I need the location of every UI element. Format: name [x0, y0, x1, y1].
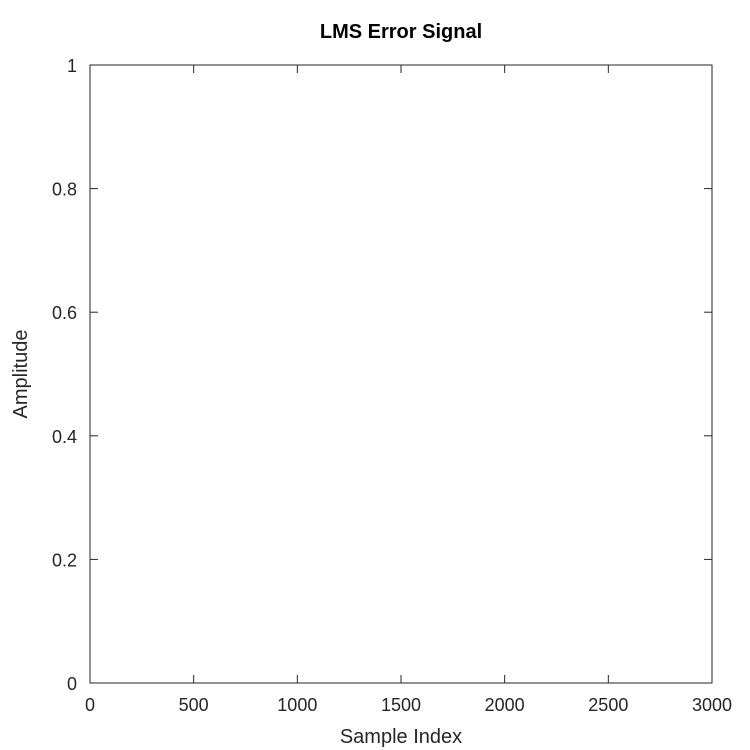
x-tick-label: 1000: [277, 695, 317, 715]
y-tick-label: 0.6: [52, 303, 77, 323]
x-tick-label: 2500: [588, 695, 628, 715]
plot-area: [89, 64, 713, 684]
x-tick-label: 2000: [485, 695, 525, 715]
y-axis-label: Amplitude: [10, 330, 32, 419]
y-axis-ticks: 0 0.2 0.4 0.6 0.8 1: [52, 56, 712, 694]
x-tick-label: 3000: [692, 695, 732, 715]
x-tick-label: 500: [179, 695, 209, 715]
y-tick-label: 0.8: [52, 180, 77, 200]
x-axis-ticks: 0 500 1000 1500 2000 2500 3000: [85, 65, 732, 715]
x-tick-label: 1500: [381, 695, 421, 715]
y-tick-label: 0: [67, 674, 77, 694]
x-axis-label: Sample Index: [340, 726, 462, 748]
y-tick-label: 1: [67, 56, 77, 76]
y-tick-label: 0.2: [52, 550, 77, 570]
x-tick-label: 0: [85, 695, 95, 715]
y-tick-label: 0.4: [52, 427, 77, 447]
chart-title: LMS Error Signal: [320, 21, 482, 43]
